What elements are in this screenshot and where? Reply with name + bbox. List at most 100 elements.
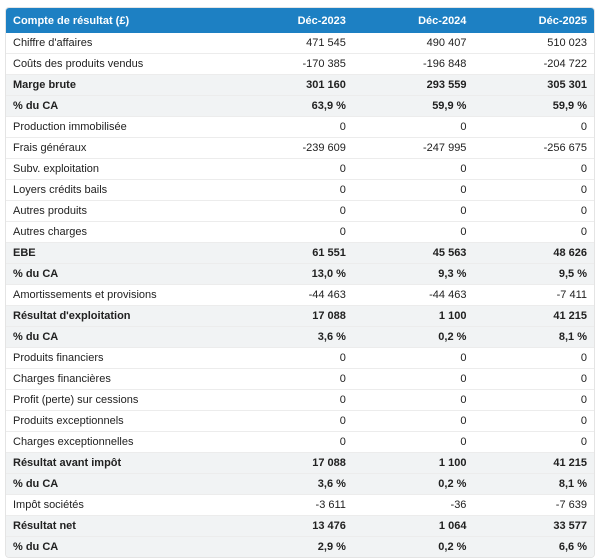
- cell-value: -204 722: [473, 53, 594, 75]
- row-label: Produits exceptionnels: [6, 410, 233, 432]
- table-title: Compte de résultat (£): [6, 8, 233, 33]
- cell-value: 0: [473, 221, 594, 243]
- row-label: EBE: [6, 242, 233, 264]
- table-row: Autres charges 0 0 0: [6, 221, 594, 243]
- income-statement-card: Compte de résultat (£) Déc-2023 Déc-2024…: [5, 7, 595, 558]
- cell-value: 0: [232, 347, 353, 369]
- cell-value: 0: [473, 347, 594, 369]
- cell-value: 0: [473, 368, 594, 390]
- row-label: Résultat d'exploitation: [6, 305, 233, 327]
- cell-value: 0: [232, 116, 353, 138]
- cell-value: 0: [473, 179, 594, 201]
- row-label: % du CA: [6, 263, 233, 285]
- cell-value: -256 675: [473, 137, 594, 159]
- cell-value: 0: [232, 410, 353, 432]
- cell-value: 0: [352, 368, 474, 390]
- cell-value: 9,5 %: [473, 263, 594, 285]
- cell-value: 8,1 %: [473, 326, 594, 348]
- table-row: Loyers crédits bails 0 0 0: [6, 179, 594, 201]
- cell-value: 13,0 %: [232, 263, 353, 285]
- cell-value: 0: [352, 221, 474, 243]
- cell-value: 9,3 %: [352, 263, 474, 285]
- cell-value: -239 609: [232, 137, 353, 159]
- row-label: Autres charges: [6, 221, 233, 243]
- table-row: Coûts des produits vendus -170 385 -196 84…: [6, 53, 594, 75]
- table-body: Chiffre d'affaires 471 545 490 407 510 023 C…: [6, 33, 594, 557]
- row-label: % du CA: [6, 473, 233, 495]
- table-row: Produits exceptionnels 0 0 0: [6, 410, 594, 432]
- cell-value: 2,9 %: [232, 536, 353, 557]
- cell-value: 0: [352, 200, 474, 222]
- cell-value: 0: [352, 347, 474, 369]
- row-label: % du CA: [6, 536, 233, 557]
- cell-value: 13 476: [232, 515, 353, 537]
- cell-value: 0: [473, 431, 594, 453]
- table-row: Charges exceptionnelles 0 0 0: [6, 431, 594, 453]
- cell-value: -7 639: [473, 494, 594, 516]
- cell-value: 0: [232, 158, 353, 180]
- cell-value: -36: [352, 494, 474, 516]
- cell-value: 301 160: [232, 74, 353, 96]
- row-label: Chiffre d'affaires: [6, 33, 233, 54]
- cell-value: 59,9 %: [473, 95, 594, 117]
- cell-value: 59,9 %: [352, 95, 474, 117]
- cell-value: -44 463: [352, 284, 474, 306]
- cell-value: 8,1 %: [473, 473, 594, 495]
- table-row: Autres produits 0 0 0: [6, 200, 594, 222]
- cell-value: 0: [232, 221, 353, 243]
- cell-value: 0: [232, 431, 353, 453]
- table-row: Marge brute 301 160 293 559 305 301: [6, 74, 594, 96]
- row-label: Frais généraux: [6, 137, 233, 159]
- cell-value: 41 215: [473, 452, 594, 474]
- row-label: Produits financiers: [6, 347, 233, 369]
- table-row: % du CA 2,9 % 0,2 % 6,6 %: [6, 536, 594, 557]
- row-label: Amortissements et provisions: [6, 284, 233, 306]
- row-label: Loyers crédits bails: [6, 179, 233, 201]
- cell-value: 0: [352, 158, 474, 180]
- row-label: Résultat net: [6, 515, 233, 537]
- table-row: % du CA 13,0 % 9,3 % 9,5 %: [6, 263, 594, 285]
- cell-value: 0: [352, 410, 474, 432]
- cell-value: 41 215: [473, 305, 594, 327]
- cell-value: 17 088: [232, 452, 353, 474]
- cell-value: 0: [232, 368, 353, 390]
- row-label: Autres produits: [6, 200, 233, 222]
- cell-value: 3,6 %: [232, 326, 353, 348]
- column-header-dec-2025: Déc-2025: [473, 8, 594, 33]
- table-row: Impôt sociétés -3 611 -36 -7 639: [6, 494, 594, 516]
- cell-value: 0,2 %: [352, 536, 474, 557]
- cell-value: 48 626: [473, 242, 594, 264]
- table-row: Charges financières 0 0 0: [6, 368, 594, 390]
- table-row: Amortissements et provisions -44 463 -44 4…: [6, 284, 594, 306]
- column-header-dec-2024: Déc-2024: [352, 8, 474, 33]
- cell-value: 293 559: [352, 74, 474, 96]
- cell-value: 0: [473, 200, 594, 222]
- table-row: Résultat avant impôt 17 088 1 100 41 215: [6, 452, 594, 474]
- income-statement-table: Compte de résultat (£) Déc-2023 Déc-2024…: [6, 8, 594, 557]
- cell-value: 0: [232, 389, 353, 411]
- cell-value: 1 100: [352, 452, 474, 474]
- cell-value: -44 463: [232, 284, 353, 306]
- row-label: Coûts des produits vendus: [6, 53, 233, 75]
- cell-value: 0,2 %: [352, 326, 474, 348]
- cell-value: 1 100: [352, 305, 474, 327]
- table-row: Profit (perte) sur cessions 0 0 0: [6, 389, 594, 411]
- row-label: Résultat avant impôt: [6, 452, 233, 474]
- row-label: Profit (perte) sur cessions: [6, 389, 233, 411]
- cell-value: 0: [473, 116, 594, 138]
- row-label: Impôt sociétés: [6, 494, 233, 516]
- cell-value: 0: [473, 389, 594, 411]
- row-label: Subv. exploitation: [6, 158, 233, 180]
- table-row: Produits financiers 0 0 0: [6, 347, 594, 369]
- row-label: % du CA: [6, 95, 233, 117]
- cell-value: 45 563: [352, 242, 474, 264]
- cell-value: 6,6 %: [473, 536, 594, 557]
- table-row: Chiffre d'affaires 471 545 490 407 510 023: [6, 33, 594, 54]
- cell-value: 61 551: [232, 242, 353, 264]
- table-row: Production immobilisée 0 0 0: [6, 116, 594, 138]
- cell-value: 510 023: [473, 33, 594, 54]
- table-row: EBE 61 551 45 563 48 626: [6, 242, 594, 264]
- table-row: Résultat d'exploitation 17 088 1 100 41 215: [6, 305, 594, 327]
- row-label: Charges exceptionnelles: [6, 431, 233, 453]
- row-label: % du CA: [6, 326, 233, 348]
